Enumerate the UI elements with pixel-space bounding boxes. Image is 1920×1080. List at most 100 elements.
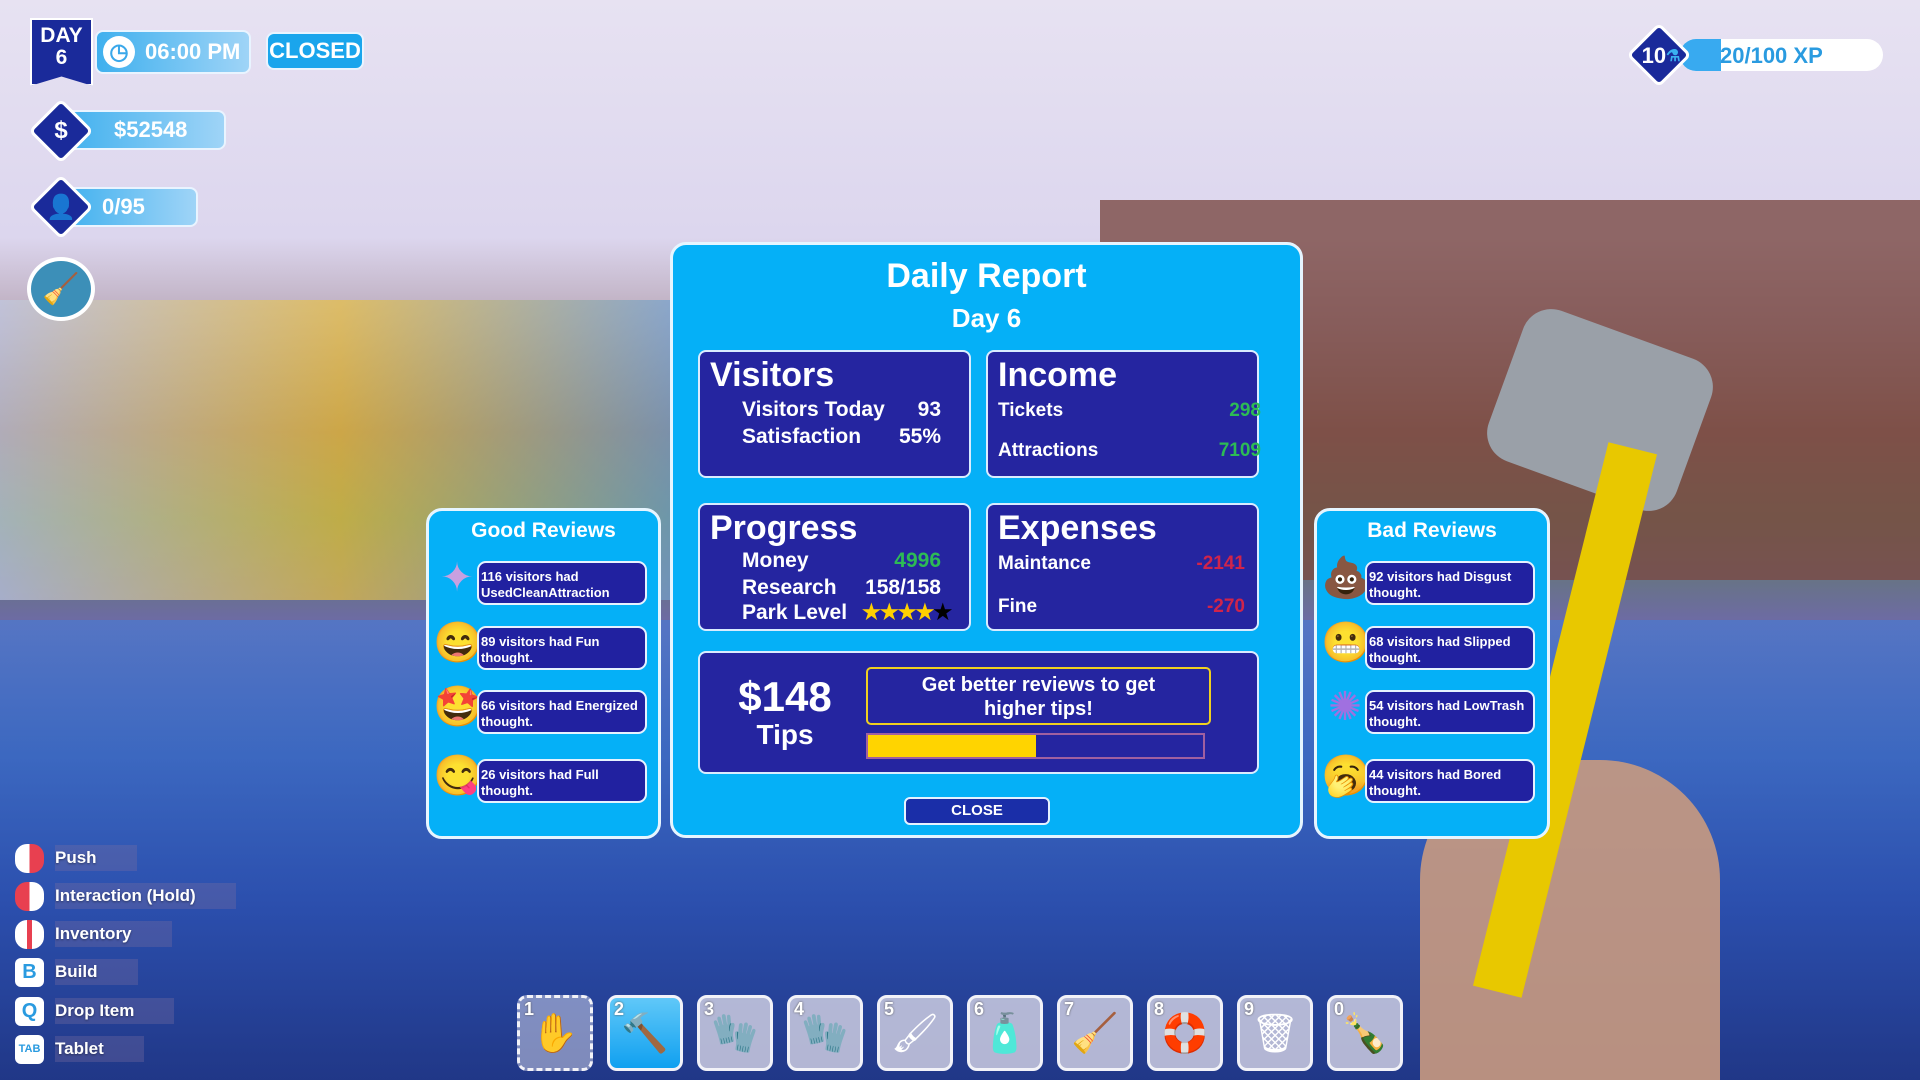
grinning-face-icon: 😄 [433,621,483,665]
research-label: Research [742,576,837,599]
key-q-icon: Q [15,996,44,1026]
slot-number: 4 [794,999,805,1019]
splat-icon: ✺ [1328,685,1362,729]
tips-label: Tips [756,719,814,750]
income-box: Income Tickets 298 Attractions 7109 [986,350,1261,478]
day-number: 6 [55,46,68,69]
slot-number: 8 [1154,999,1165,1019]
control-hint-tablet: TAB Tablet [15,1033,144,1065]
sparkles-icon: ✦ [440,556,474,600]
hotbar-slot-9[interactable]: 9 🗑 [1237,995,1313,1071]
hotbar-slot-8[interactable]: 8 🛟 [1147,995,1223,1071]
day-label: DAY [40,24,83,47]
expenses-heading: Expenses [998,509,1157,547]
park-status-text: CLOSED [269,38,361,63]
money-bag-icon: $ [54,117,68,144]
money-label: Money [742,549,809,572]
control-hint-drop: Q Drop Item [15,995,175,1027]
control-label: Interaction (Hold) [55,883,236,909]
tips-progress-bar [866,733,1205,759]
maintenance-value: -2141 [1196,553,1245,574]
star-eyes-face-icon: 🤩 [433,685,483,729]
bad-reviews-title: Bad Reviews [1367,519,1497,542]
control-label: Tablet [55,1036,144,1062]
glove-icon: 🧤 [711,1013,759,1055]
mouse-middle-icon [15,919,44,949]
hotbar-slot-1[interactable]: 1 ✋ [517,995,593,1071]
park-status-button[interactable]: CLOSED [266,32,364,70]
day-badge: DAY 6 [30,18,93,86]
daily-report-panel: Daily Report Day 6 Visitors Visitors Tod… [670,242,1303,838]
poop-icon: 💩 [1321,556,1371,600]
control-label: Inventory [55,921,172,947]
trash-bag-icon: 🗑 [1250,1013,1300,1055]
hotbar-slot-5[interactable]: 5 🖌 [877,995,953,1071]
hotbar-slot-4[interactable]: 4 🧤 [787,995,863,1071]
slot-number: 7 [1064,999,1075,1019]
lifebuoy-icon: 🛟 [1161,1013,1209,1055]
park-level-stars: ★★★★★ [862,600,952,625]
hotbar-slot-2[interactable]: 2 🔨 [607,995,683,1071]
tips-box: $148 Tips Get better reviews to get high… [698,651,1259,774]
control-hint-interaction: Interaction (Hold) [15,880,236,912]
money-value: 4996 [894,549,941,572]
fine-label: Fine [998,596,1038,617]
time-display: ◷ 06:00 PM [95,30,251,74]
star-filled-icon: ★ [879,601,899,624]
visitors-heading: Visitors [710,356,835,394]
progress-heading: Progress [710,509,858,547]
tips-hint: Get better reviews to get higher tips! [866,667,1211,725]
yawning-face-icon: 🥱 [1321,754,1371,798]
control-hint-inventory: Inventory [15,918,172,950]
key-b-icon: B [15,957,44,987]
review-item: 26 visitors had Full thought. [477,759,647,803]
control-label: Push [55,845,137,871]
maintenance-label: Maintance [998,553,1091,574]
hammer-icon: 🔨 [621,1013,669,1055]
control-label: Drop Item [55,998,175,1024]
level-text-wrap: 10 ⚗ [1636,32,1686,80]
visitors-today-label: Visitors Today [742,398,885,421]
clock-icon: ◷ [103,36,135,68]
broom-icon: 🧹 [1071,1013,1119,1055]
hotbar-slot-0[interactable]: 0 🍾 [1327,995,1403,1071]
fine-value: -270 [1206,596,1245,617]
hotbar-slot-3[interactable]: 3 🧤 [697,995,773,1071]
paint-roller-icon: 🖌 [890,1013,940,1055]
visitors-today-value: 93 [917,398,941,421]
visitors-box: Visitors Visitors Today 93 Satisfaction … [698,350,971,478]
star-empty-icon: ★ [933,601,952,624]
slot-number: 6 [974,999,985,1019]
slot-number: 9 [1244,999,1255,1019]
close-button[interactable]: CLOSE [904,797,1050,825]
mouse-left-click-icon [15,843,44,873]
income-heading: Income [998,356,1118,394]
tickets-label: Tickets [998,400,1064,421]
time-text: 06:00 PM [145,39,241,64]
progress-box: Progress Money 4996 Research 158/158 Par… [698,503,971,631]
review-item: 68 visitors had Slipped thought. [1365,626,1535,670]
broom-cleaning-button[interactable]: 🧹 [27,257,95,321]
star-filled-icon: ★ [897,601,917,624]
broom-icon: 🧹 [42,272,80,306]
person-icon: 👤 [46,193,76,221]
report-title: Daily Report [886,257,1087,295]
visitor-count-text: 0/95 [102,194,145,219]
tickets-value: 298 [1229,400,1261,421]
slot-number: 1 [524,999,535,1019]
visitor-count-display: 0/95 [60,187,198,227]
hotbar-slot-6[interactable]: 6 🧴 [967,995,1043,1071]
attractions-label: Attractions [998,440,1099,461]
slot-number: 3 [704,999,715,1019]
slot-number: 5 [884,999,895,1019]
xp-text: 20/100 XP [1720,43,1823,68]
hotbar-slot-7[interactable]: 7 🧹 [1057,995,1133,1071]
park-level-label: Park Level [742,601,848,624]
bottle-icon: 🍾 [1341,1013,1389,1055]
research-value: 158/158 [865,576,941,599]
good-reviews-title: Good Reviews [471,519,616,542]
mouse-left-hold-icon [15,881,44,911]
xp-bar: 20/100 XP [1680,39,1883,71]
spray-can-icon: 🧴 [981,1013,1029,1055]
